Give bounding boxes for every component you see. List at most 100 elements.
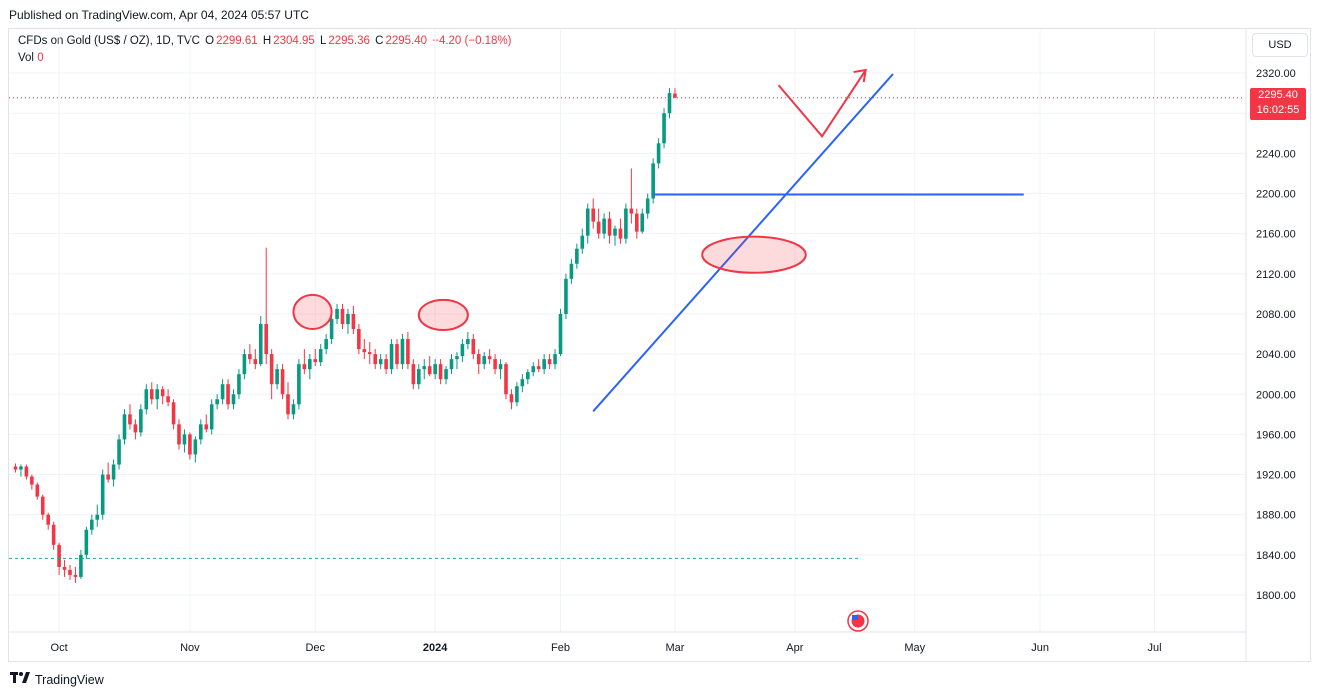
candle-body <box>602 218 606 234</box>
candle-body <box>651 163 655 199</box>
candle-body <box>100 474 105 515</box>
candle-body <box>613 228 617 236</box>
candle-body <box>624 208 628 239</box>
y-tick-label: 2040.00 <box>1256 349 1296 361</box>
y-tick-label: 2320.00 <box>1256 68 1296 80</box>
candle-body <box>73 574 78 577</box>
volume-value: 0 <box>37 52 44 64</box>
open-value: 2299.61 <box>216 35 258 47</box>
candle-body <box>482 356 486 365</box>
candle-body <box>313 359 318 363</box>
candle-body <box>427 366 432 375</box>
candle-body <box>226 384 230 405</box>
candle-body <box>264 323 268 355</box>
candle-body <box>373 354 377 365</box>
candle-body <box>466 339 470 345</box>
candle-body <box>24 466 29 477</box>
candle-body <box>449 359 454 370</box>
y-tick-label: 2200.00 <box>1256 189 1296 201</box>
candle-body <box>84 529 89 555</box>
candle-body <box>335 308 339 319</box>
candle-body <box>46 514 50 525</box>
candle-body <box>618 228 623 239</box>
candle-body <box>564 278 568 314</box>
y-tick-label: 1800.00 <box>1256 590 1296 602</box>
open-label: O <box>205 35 215 47</box>
candle-body <box>673 93 677 98</box>
projection-arrow <box>777 69 867 138</box>
candle-body <box>269 354 274 385</box>
candle-body <box>280 369 285 395</box>
candle-body <box>569 263 574 279</box>
close-label: C <box>375 35 384 47</box>
candle-body <box>460 344 465 357</box>
x-tick-label: Jul <box>1148 642 1162 654</box>
candle-body <box>40 496 45 515</box>
candle-body <box>656 143 661 164</box>
close-value: 2295.40 <box>385 35 428 47</box>
candle-body <box>487 356 492 360</box>
candle-body <box>160 389 165 397</box>
candle-body <box>286 394 290 415</box>
candle-body <box>542 359 546 370</box>
volume-label: Vol <box>18 52 34 64</box>
x-tick-label: Dec <box>305 642 325 654</box>
symbol-label[interactable]: CFDs on Gold (US$ / OZ), 1D, TVC <box>18 35 200 47</box>
candle-body <box>515 386 519 403</box>
candle-body <box>57 544 61 567</box>
candle-body <box>547 359 552 365</box>
candle-body <box>635 213 639 232</box>
candle-body <box>357 329 361 350</box>
candle-body <box>498 364 503 370</box>
candle-body <box>237 374 241 395</box>
candle-body <box>199 424 203 440</box>
candle-body <box>51 524 56 545</box>
candle-body <box>596 221 601 234</box>
candle-body <box>504 364 508 395</box>
candle-body <box>629 208 634 214</box>
candle-body <box>640 213 645 232</box>
highlight-ellipse <box>701 235 807 274</box>
high-value: 2304.95 <box>273 35 315 47</box>
candle-body <box>558 313 563 355</box>
candle-body <box>667 93 672 114</box>
candle-body <box>662 113 666 144</box>
candle-body <box>422 366 427 370</box>
candle-body <box>204 424 209 430</box>
candle-body <box>253 359 258 365</box>
candle-body <box>275 369 279 385</box>
y-tick-label: 1880.00 <box>1256 510 1296 522</box>
markers <box>9 97 1245 632</box>
candle-body <box>106 474 110 480</box>
candle-body <box>433 364 437 375</box>
candle-body <box>209 404 214 430</box>
arrow-head <box>853 68 867 83</box>
candle-body <box>455 356 459 360</box>
candle-body <box>90 519 94 530</box>
candle-body <box>607 218 612 236</box>
candle-body <box>553 354 557 365</box>
drawings <box>292 68 1024 412</box>
x-tick-label: Oct <box>51 642 68 654</box>
y-tick-label: 2240.00 <box>1256 148 1296 160</box>
low-value: 2295.36 <box>328 35 370 47</box>
footer[interactable]: TradingView <box>10 672 104 687</box>
candle-body <box>220 384 225 400</box>
candle-body <box>166 396 170 403</box>
bar-countdown: 16:02:55 <box>1256 104 1300 116</box>
candle-body <box>188 434 192 455</box>
currency-button[interactable]: USD <box>1252 33 1308 57</box>
y-tick-label: 1840.00 <box>1256 550 1296 562</box>
candle-body <box>329 318 334 340</box>
candle-body <box>297 364 301 405</box>
candle-body <box>531 366 536 373</box>
candle-body <box>242 354 247 375</box>
footer-brand: TradingView <box>35 672 104 687</box>
price-axis: 2320.002280.002240.002200.002160.002120.… <box>1245 28 1296 662</box>
candle-body <box>258 323 263 365</box>
candle-body <box>400 339 405 365</box>
candle-body <box>122 414 127 440</box>
candle-body <box>248 354 252 360</box>
candle-body <box>476 354 481 365</box>
